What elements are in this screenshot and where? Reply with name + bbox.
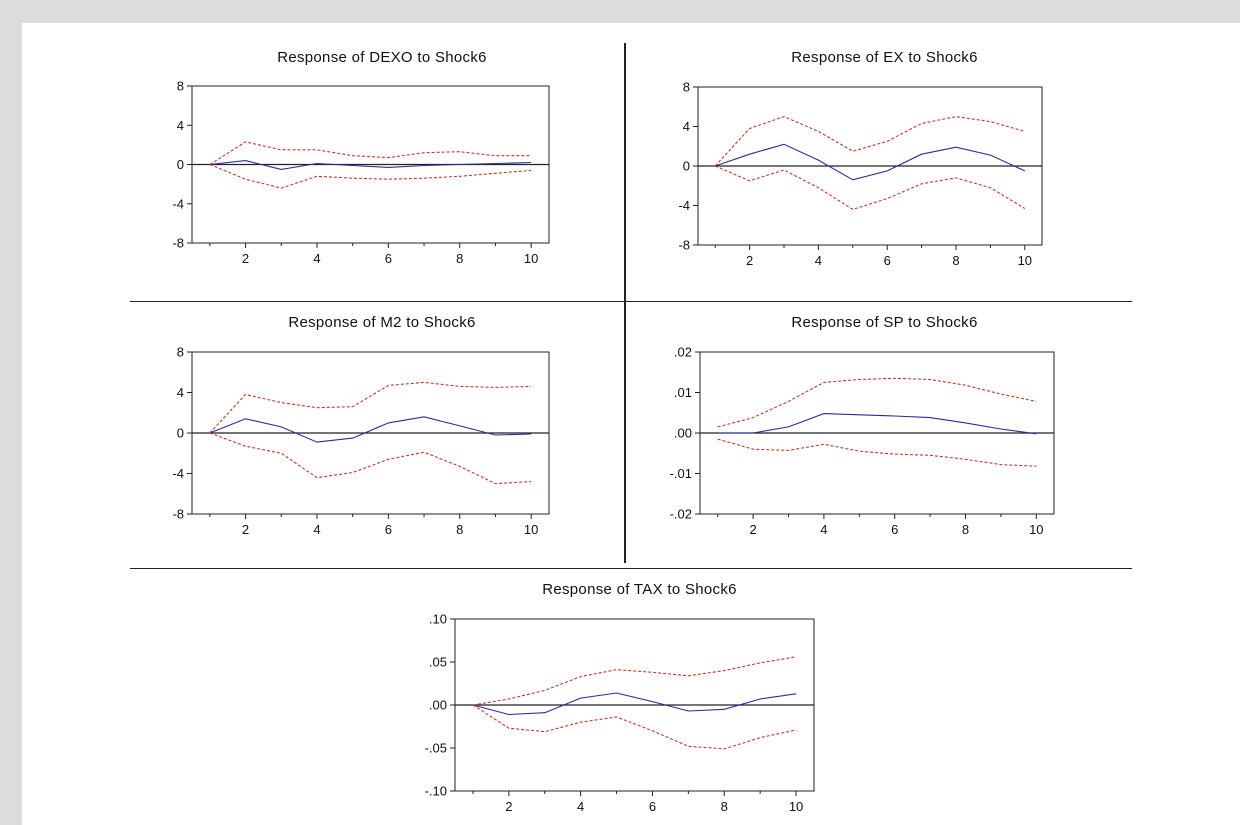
horizontal-divider-top (130, 301, 1132, 302)
series-line-response (209, 416, 532, 443)
series-line-response (209, 160, 532, 170)
series-line-lower (209, 432, 532, 485)
y-tick-label: -8 (172, 236, 184, 251)
x-tick-label: 6 (891, 522, 898, 537)
chart-plot: -8 -4 0 4 8 2 4 6 8 10 (172, 79, 550, 266)
x-tick-label: 4 (577, 799, 584, 814)
chart-title: Response of TAX to Shock6 (542, 581, 737, 598)
x-tick-label: 10 (1029, 522, 1043, 537)
y-tick-label: -4 (172, 466, 184, 481)
x-tick-label: 8 (952, 253, 959, 268)
x-tick-label: 2 (746, 253, 753, 268)
y-tick-label: -.02 (670, 507, 692, 522)
horizontal-divider-bottom (130, 568, 1132, 569)
series-line-lower (472, 704, 797, 750)
y-tick-label: -.10 (425, 784, 447, 799)
x-tick-label: 2 (749, 522, 756, 537)
chart-panel-m2: Response of M2 to Shock6 -8 -4 0 4 8 2 4 6 8 10 (137, 314, 577, 554)
x-tick-label: 8 (962, 522, 969, 537)
y-tick-label: 4 (177, 385, 184, 400)
x-tick-label: 4 (820, 522, 827, 537)
y-tick-label: .00 (429, 698, 447, 713)
y-tick-label: -4 (678, 198, 690, 213)
series-line-upper (717, 377, 1037, 428)
x-tick-label: 6 (649, 799, 656, 814)
y-tick-label: 0 (177, 157, 184, 172)
y-tick-label: .05 (429, 655, 447, 670)
chart-panel-sp: Response of SP to Shock6 -.02 -.01 .00 .01.… (637, 314, 1077, 554)
series-line-upper (209, 381, 532, 434)
chart-panel-tax: Response of TAX to Shock6 -.10 -.05 .00 .05… (392, 581, 842, 816)
series-line-response (472, 692, 797, 716)
chart-plot: -.10 -.05 .00 .05 .10 2 4 6 8 10 (425, 612, 815, 814)
series-line-lower (717, 438, 1037, 467)
y-tick-label: .10 (429, 612, 447, 627)
x-tick-label: 10 (524, 522, 538, 537)
x-tick-label: 2 (242, 251, 249, 266)
chart-panel-dexo: Response of DEXO to Shock6 -8 -4 0 4 8 2 4 6 8 10 (147, 49, 577, 294)
y-tick-label: -8 (172, 507, 184, 522)
x-tick-label: 8 (456, 251, 463, 266)
chart-title: Response of EX to Shock6 (791, 49, 978, 66)
y-tick-label: 8 (683, 80, 690, 95)
chart-plot: -.02 -.01 .00 .01 .02 2 4 6 8 10 (670, 345, 1055, 537)
y-tick-label: -.05 (425, 741, 447, 756)
chart-plot: -8 -4 0 4 8 2 4 6 8 10 (172, 345, 550, 537)
x-tick-label: 6 (385, 251, 392, 266)
y-tick-label: -.01 (670, 466, 692, 481)
x-tick-label: 10 (1018, 253, 1032, 268)
series-line-response (717, 413, 1037, 435)
y-tick-label: 0 (683, 159, 690, 174)
y-tick-label: 4 (683, 119, 690, 134)
y-tick-label: -4 (172, 196, 184, 211)
x-tick-label: 6 (385, 522, 392, 537)
series-line-upper (714, 116, 1025, 167)
chart-title: Response of SP to Shock6 (791, 314, 978, 331)
x-tick-label: 2 (505, 799, 512, 814)
x-tick-label: 6 (884, 253, 891, 268)
y-tick-label: 8 (177, 345, 184, 360)
x-tick-label: 4 (313, 522, 320, 537)
y-tick-label: 4 (177, 118, 184, 133)
y-tick-label: .01 (674, 385, 692, 400)
y-tick-label: -8 (678, 238, 690, 253)
series-line-lower (209, 163, 532, 189)
x-tick-label: 8 (456, 522, 463, 537)
x-tick-label: 10 (789, 799, 803, 814)
vertical-divider (624, 43, 626, 563)
x-tick-label: 10 (524, 251, 538, 266)
x-tick-label: 4 (313, 251, 320, 266)
x-tick-label: 4 (815, 253, 822, 268)
x-tick-label: 8 (721, 799, 728, 814)
chart-panel-ex: Response of EX to Shock6 -8 -4 0 4 8 2 4 6 8 10 (637, 49, 1077, 294)
chart-title: Response of M2 to Shock6 (288, 314, 476, 331)
y-tick-label: .02 (674, 345, 692, 360)
series-line-lower (714, 165, 1026, 211)
y-tick-label: .00 (674, 426, 692, 441)
y-tick-label: 8 (177, 79, 184, 94)
figure-canvas: Response of DEXO to Shock6 -8 -4 0 4 8 2 4 6 8 10… (22, 23, 1240, 825)
x-tick-label: 2 (242, 522, 249, 537)
chart-title: Response of DEXO to Shock6 (277, 49, 487, 66)
series-line-response (715, 143, 1026, 181)
chart-plot: -8 -4 0 4 8 2 4 6 8 10 (678, 80, 1043, 268)
series-line-upper (209, 141, 532, 165)
series-line-upper (472, 656, 797, 706)
y-tick-label: 0 (177, 426, 184, 441)
